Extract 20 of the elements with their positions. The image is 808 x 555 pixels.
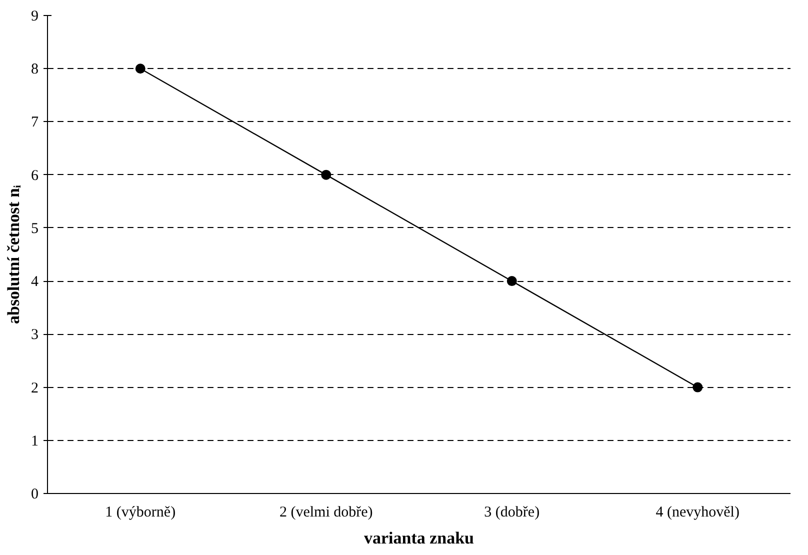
y-tick-label: 8	[31, 62, 38, 78]
point	[321, 170, 332, 180]
x-tick-label: 1 (výborně)	[105, 504, 176, 520]
point	[506, 276, 517, 286]
y-tick-label: 5	[31, 220, 38, 237]
y-tick-label: 6	[31, 168, 39, 184]
y-tick-label: 7	[31, 114, 39, 131]
x-tick-label: 4 (nevyhověl)	[656, 504, 740, 520]
y-tick-label: 0	[31, 486, 38, 502]
y-axis-title: absolutní četnost nᵢ	[4, 184, 23, 324]
y-tick-label: 3	[31, 327, 38, 344]
y-tick-label: 1	[31, 433, 38, 450]
x-axis-title: varianta znaku	[364, 528, 474, 548]
point	[135, 64, 146, 74]
y-tick-label: 9	[31, 8, 38, 24]
point	[692, 382, 703, 392]
x-tick-label: 3 (dobře)	[484, 504, 540, 520]
y-tick-label: 4	[31, 274, 39, 290]
x-tick-label: 2 (velmi dobře)	[279, 504, 373, 520]
y-tick-label: 2	[31, 380, 38, 396]
